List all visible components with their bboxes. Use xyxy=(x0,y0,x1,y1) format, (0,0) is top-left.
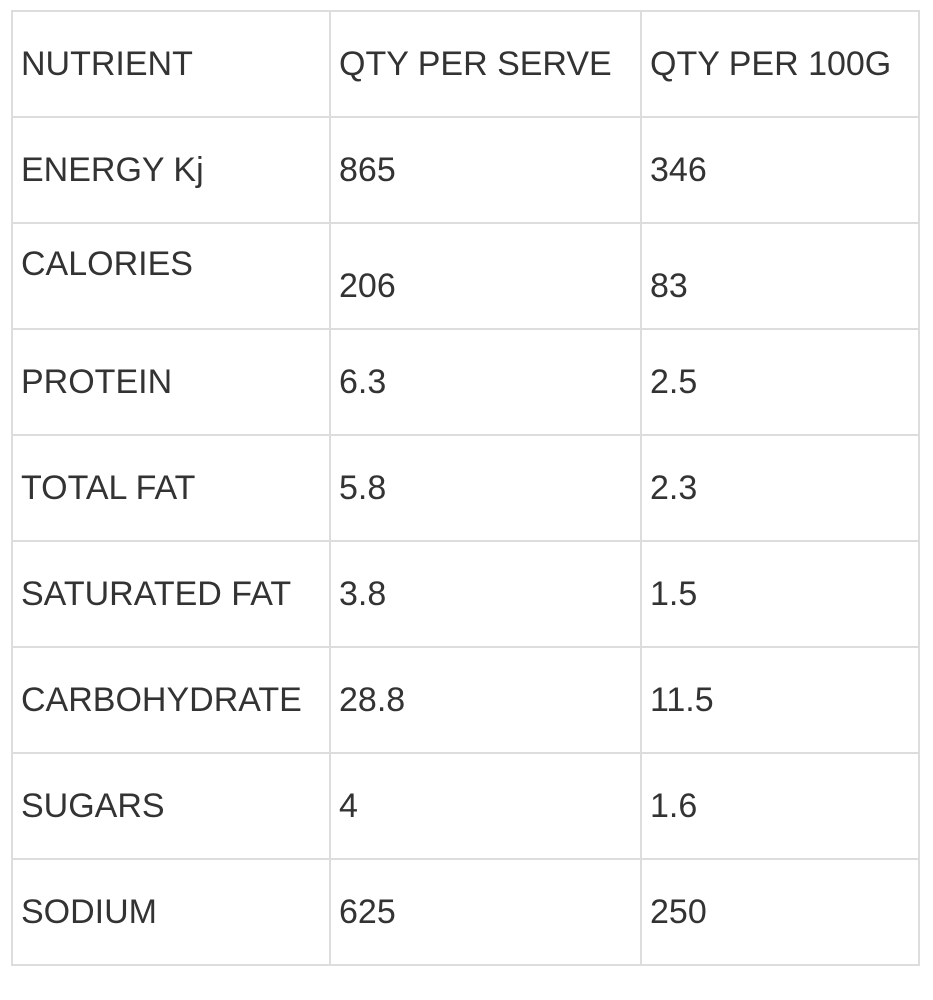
qty-value: 83 xyxy=(650,267,688,305)
nutrient-cell: TOTAL FAT xyxy=(11,434,331,542)
qty-per-100g-cell: 1.6 xyxy=(640,752,920,860)
table-row: CALORIES 206 83 xyxy=(11,222,920,330)
qty-per-serve-cell: 3.8 xyxy=(329,540,642,648)
table-row: TOTAL FAT 5.8 2.3 xyxy=(11,434,920,542)
nutrient-cell: ENERGY Kj xyxy=(11,116,331,224)
table-row: SATURATED FAT 3.8 1.5 xyxy=(11,540,920,648)
nutrient-label: CALORIES xyxy=(21,245,193,283)
qty-per-100g-cell: 250 xyxy=(640,858,920,966)
header-qty-per-100g: QTY PER 100G xyxy=(640,10,920,118)
table-header-row: NUTRIENT QTY PER SERVE QTY PER 100G xyxy=(11,10,920,118)
nutrition-table: NUTRIENT QTY PER SERVE QTY PER 100G ENER… xyxy=(11,10,920,966)
qty-per-serve-cell: 206 xyxy=(329,222,642,330)
qty-per-serve-cell: 28.8 xyxy=(329,646,642,754)
table-row: ENERGY Kj 865 346 xyxy=(11,116,920,224)
qty-per-100g-cell: 2.5 xyxy=(640,328,920,436)
qty-per-100g-cell: 346 xyxy=(640,116,920,224)
nutrient-cell: SUGARS xyxy=(11,752,331,860)
qty-per-serve-cell: 4 xyxy=(329,752,642,860)
qty-value: 206 xyxy=(339,267,396,305)
nutrient-cell: SODIUM xyxy=(11,858,331,966)
nutrient-cell: PROTEIN xyxy=(11,328,331,436)
table-row: SUGARS 4 1.6 xyxy=(11,752,920,860)
table-row: PROTEIN 6.3 2.5 xyxy=(11,328,920,436)
qty-per-serve-cell: 865 xyxy=(329,116,642,224)
header-nutrient: NUTRIENT xyxy=(11,10,331,118)
nutrient-cell: CALORIES xyxy=(11,222,331,330)
qty-per-serve-cell: 625 xyxy=(329,858,642,966)
table-row: CARBOHYDRATE 28.8 11.5 xyxy=(11,646,920,754)
table-row: SODIUM 625 250 xyxy=(11,858,920,966)
nutrient-cell: CARBOHYDRATE xyxy=(11,646,331,754)
nutrient-cell: SATURATED FAT xyxy=(11,540,331,648)
qty-per-100g-cell: 11.5 xyxy=(640,646,920,754)
header-qty-per-serve: QTY PER SERVE xyxy=(329,10,642,118)
qty-per-100g-cell: 2.3 xyxy=(640,434,920,542)
qty-per-serve-cell: 6.3 xyxy=(329,328,642,436)
qty-per-100g-cell: 1.5 xyxy=(640,540,920,648)
qty-per-100g-cell: 83 xyxy=(640,222,920,330)
qty-per-serve-cell: 5.8 xyxy=(329,434,642,542)
